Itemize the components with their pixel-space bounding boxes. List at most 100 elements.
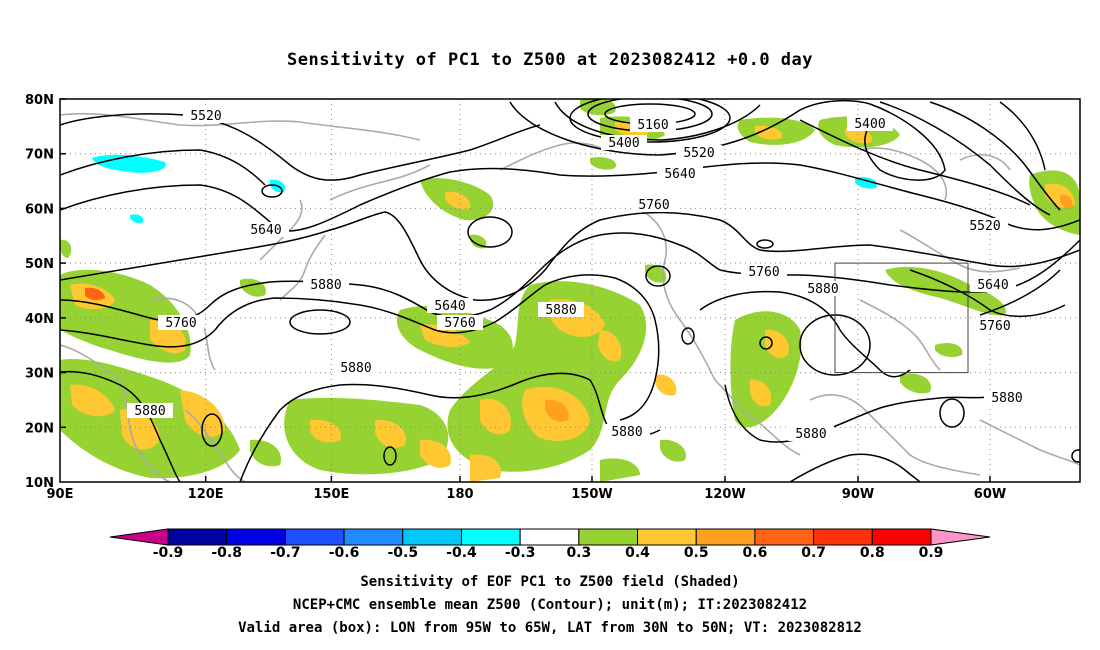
svg-text:5400: 5400 <box>608 136 639 151</box>
svg-text:5880: 5880 <box>807 282 838 297</box>
lon-label: 60W <box>974 487 1006 502</box>
colorbar-label: -0.5 <box>387 545 418 561</box>
contour-label: 5880 <box>333 360 379 376</box>
colorbar-cell <box>284 528 345 546</box>
lat-label: 40N <box>25 312 54 327</box>
lon-label: 180 <box>446 487 473 502</box>
svg-text:5640: 5640 <box>977 278 1008 293</box>
lon-label: 120W <box>704 487 745 502</box>
lon-label: 150E <box>313 487 349 502</box>
lon-label: 90W <box>842 487 874 502</box>
colorbar-cell <box>695 528 756 546</box>
contour-label: 5160 <box>630 117 676 133</box>
svg-text:5880: 5880 <box>611 425 642 440</box>
colorbar-cell <box>343 528 404 546</box>
lat-label: 10N <box>25 476 54 491</box>
colorbar-label: 0.9 <box>919 545 944 561</box>
lat-label: 70N <box>25 148 54 163</box>
lat-label: 20N <box>25 421 54 436</box>
contour-label: 5760 <box>437 315 483 331</box>
contour-label: 5760 <box>631 197 677 213</box>
map-title: Sensitivity of PC1 to Z500 at 2023082412… <box>286 50 813 70</box>
svg-text:5640: 5640 <box>664 167 695 182</box>
contour-label: 5880 <box>303 277 349 293</box>
colorbar-label: 0.5 <box>684 545 709 561</box>
contour-labels: 5520 5160 5400 5520 5400 5640 5760 5640 … <box>127 108 1030 442</box>
coastlines <box>60 112 1080 482</box>
colorbar-label: -0.3 <box>505 545 536 561</box>
svg-text:5520: 5520 <box>969 219 1000 234</box>
colorbar-cell <box>637 528 697 546</box>
contour-label: 5760 <box>741 264 787 280</box>
lat-label: 80N <box>25 93 54 108</box>
svg-text:5520: 5520 <box>683 146 714 161</box>
colorbar-cell <box>167 528 228 546</box>
lat-label: 50N <box>25 257 54 272</box>
footer-line-2: NCEP+CMC ensemble mean Z500 (Contour); u… <box>292 597 808 613</box>
colorbar-cell <box>578 528 639 546</box>
colorbar-cell <box>402 528 462 546</box>
colorbar-label: -0.7 <box>270 545 301 561</box>
axis-ticks <box>60 98 991 482</box>
colorbar-label: 0.8 <box>860 545 885 561</box>
contour-label: 5880 <box>788 426 834 442</box>
colorbar-cell <box>519 528 580 546</box>
svg-text:5520: 5520 <box>190 109 221 124</box>
negative-sensitivity-shading <box>92 154 877 224</box>
svg-text:5760: 5760 <box>165 316 196 331</box>
colorbar-label: 0.7 <box>801 545 826 561</box>
svg-text:5880: 5880 <box>991 391 1022 406</box>
contour-label: 5640 <box>427 298 473 314</box>
svg-text:5160: 5160 <box>637 118 668 133</box>
lon-label: 120E <box>188 487 224 502</box>
colorbar-cell <box>460 528 521 546</box>
colorbar-left-arrow <box>109 528 169 546</box>
latitude-labels: 80N 70N 60N 50N 40N 30N 20N 10N <box>25 93 54 491</box>
height-contours <box>60 99 1080 482</box>
contour-label: 5520 <box>676 145 722 161</box>
contour-label: 5520 <box>962 218 1008 234</box>
sensitivity-shading <box>60 99 1080 482</box>
svg-text:5760: 5760 <box>979 319 1010 334</box>
colorbar-label: 0.4 <box>625 545 650 561</box>
colorbar-label: -0.6 <box>329 545 360 561</box>
colorbar-right-arrow <box>930 528 991 546</box>
footer-line-1: Sensitivity of EOF PC1 to Z500 field (Sh… <box>360 574 740 590</box>
contour-label: 5400 <box>847 116 893 132</box>
colorbar-label: -0.4 <box>446 545 477 561</box>
footer-line-3: Valid area (box): LON from 95W to 65W, L… <box>238 620 862 636</box>
contour-label: 5640 <box>970 277 1016 293</box>
contour-label: 5520 <box>183 108 229 124</box>
valid-area-box <box>834 262 969 374</box>
contour-label: 5640 <box>243 222 289 238</box>
svg-text:5880: 5880 <box>310 278 341 293</box>
contour-label: 5400 <box>601 135 647 151</box>
svg-text:5760: 5760 <box>748 265 779 280</box>
lon-label: 150W <box>571 487 612 502</box>
contour-label: 5760 <box>158 315 204 331</box>
longitude-labels: 90E 120E 150E 180 150W 120W 90W 60W <box>47 487 1007 502</box>
contour-label: 5880 <box>984 390 1030 406</box>
contour-label: 5760 <box>972 318 1018 334</box>
svg-text:5760: 5760 <box>444 316 475 331</box>
colorbar-cell <box>226 528 286 546</box>
colorbar-cell <box>754 528 815 546</box>
svg-text:5880: 5880 <box>795 427 826 442</box>
contour-label: 5880 <box>127 403 173 419</box>
lat-label: 60N <box>25 202 54 217</box>
svg-text:5640: 5640 <box>434 299 465 314</box>
colorbar-label: 0.6 <box>743 545 768 561</box>
lat-label: 30N <box>25 367 54 382</box>
colorbar: -0.9 -0.8 -0.7 -0.6 -0.5 -0.4 -0.3 0.3 0.4 0.5 0.6… <box>109 528 991 561</box>
lon-label: 90E <box>47 487 74 502</box>
colorbar-cell <box>871 528 932 546</box>
colorbar-label: 0.3 <box>566 545 591 561</box>
map-frame <box>59 98 1081 483</box>
svg-text:5760: 5760 <box>638 198 669 213</box>
contour-label: 5880 <box>800 281 846 297</box>
svg-text:5880: 5880 <box>340 361 371 376</box>
contour-label: 5640 <box>657 166 703 182</box>
colorbar-label: -0.9 <box>153 545 184 561</box>
colorbar-label: -0.8 <box>211 545 242 561</box>
